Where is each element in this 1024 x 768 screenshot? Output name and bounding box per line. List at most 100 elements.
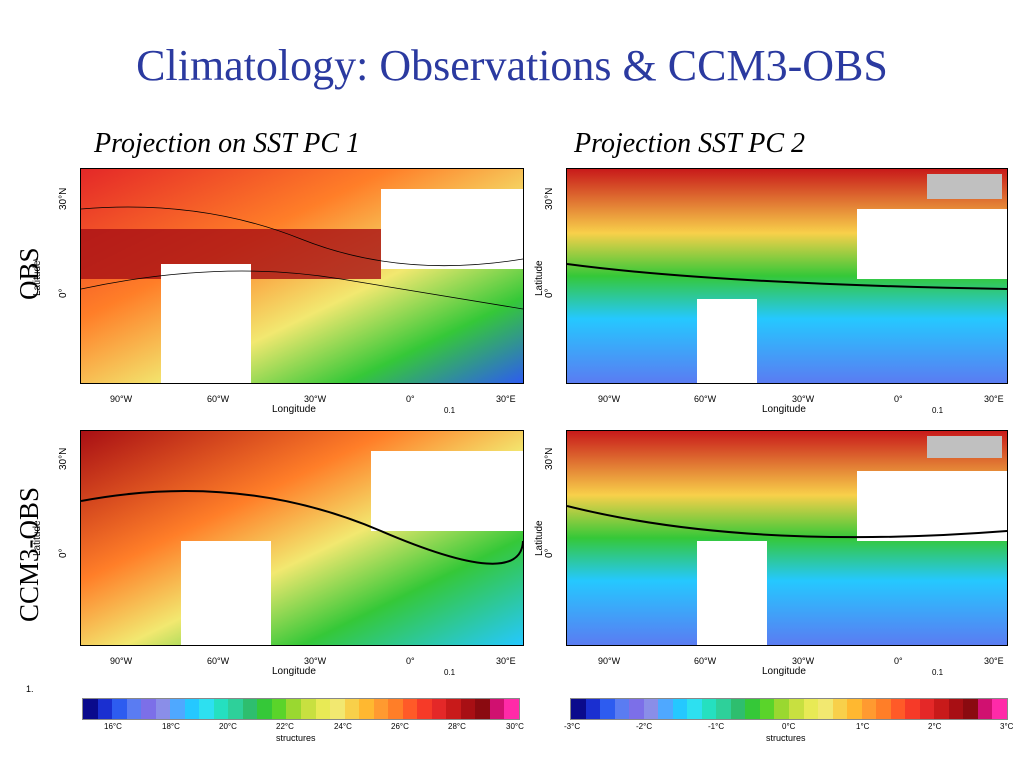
- colorbar-swatch: [919, 699, 935, 719]
- colorbar-swatch: [716, 699, 731, 719]
- ytick: 30°N: [58, 187, 69, 210]
- colorbar-swatch: [687, 699, 702, 719]
- ref-vector-label: 0.1: [932, 406, 944, 415]
- ytick: 0°: [544, 548, 555, 558]
- colorbar-swatch: [489, 699, 505, 719]
- colorbar-swatch: [446, 699, 461, 719]
- colorbar-tick: 18°C: [162, 722, 180, 731]
- xtick: 30°W: [304, 656, 327, 666]
- xtick: 30°E: [984, 656, 1004, 666]
- colorbar-swatch: [242, 699, 258, 719]
- colorbar-swatch: [803, 699, 819, 719]
- ylabel: Latitude: [32, 520, 43, 556]
- colorbar-swatch: [475, 699, 490, 719]
- xtick: 0°: [894, 656, 903, 666]
- xtick: 60°W: [207, 394, 230, 404]
- xtick: 0°: [894, 394, 903, 404]
- ytick: 0°: [544, 288, 555, 298]
- colorbar-swatch: [571, 699, 586, 719]
- xlabel: Longitude: [272, 666, 316, 677]
- ylabel: Latitude: [32, 260, 43, 296]
- colorbar-swatch: [963, 699, 978, 719]
- xtick: 60°W: [207, 656, 230, 666]
- colorbar-swatch: [271, 699, 287, 719]
- colorbar-anomaly: [570, 698, 1008, 720]
- xtick: 90°W: [598, 394, 621, 404]
- colorbar-swatch: [97, 699, 113, 719]
- xlabel: Longitude: [762, 404, 806, 415]
- xtick: 0°: [406, 394, 415, 404]
- colorbar-tick: 0°C: [782, 722, 796, 731]
- colorbar-swatch: [126, 699, 142, 719]
- ylabel: Latitude: [534, 520, 545, 556]
- colorbar-swatch: [315, 699, 331, 719]
- xtick: 60°W: [694, 656, 717, 666]
- colorbar-swatch: [643, 699, 659, 719]
- colorbar-swatch: [672, 699, 688, 719]
- colorbar-tick: -2°C: [636, 722, 653, 731]
- colorbar-swatch: [228, 699, 243, 719]
- map-obs-pc2: [566, 168, 1008, 384]
- colorbar-swatch: [199, 699, 214, 719]
- xtick: 30°E: [496, 394, 516, 404]
- map-ccm3-pc2: [566, 430, 1008, 646]
- ref-vector-label: 0.1: [444, 406, 456, 415]
- colorbar-swatch: [585, 699, 601, 719]
- xtick: 30°W: [792, 656, 815, 666]
- ref-vector-label: 0.1: [444, 668, 456, 677]
- colorbar-swatch: [141, 699, 156, 719]
- xtick: 90°W: [110, 656, 133, 666]
- ytick: 0°: [58, 548, 69, 558]
- ytick: 30°N: [544, 447, 555, 470]
- colorbar-swatch: [614, 699, 630, 719]
- colorbar-tick: 28°C: [448, 722, 466, 731]
- colorbar-tick: -1°C: [708, 722, 725, 731]
- colorbar-swatch: [112, 699, 127, 719]
- footnote: 1.: [26, 684, 34, 694]
- colorbar-swatch: [600, 699, 615, 719]
- colorbar-tick: 22°C: [276, 722, 294, 731]
- colorbar-swatch: [774, 699, 789, 719]
- xtick: 30°W: [304, 394, 327, 404]
- colorbar-swatch: [977, 699, 993, 719]
- colorbar-swatch: [701, 699, 717, 719]
- colorbar-swatch: [344, 699, 360, 719]
- colorbar-swatch: [286, 699, 301, 719]
- colorbar-tick: 16°C: [104, 722, 122, 731]
- colorbar-swatch: [745, 699, 760, 719]
- ylabel: Latitude: [534, 260, 545, 296]
- colorbar-swatch: [992, 699, 1007, 719]
- colorbar-swatch: [213, 699, 229, 719]
- colorbar-swatch: [629, 699, 644, 719]
- colorbar-swatch: [257, 699, 272, 719]
- colorbar-swatch: [890, 699, 906, 719]
- colorbar-sst: [82, 698, 520, 720]
- colorbar-swatch: [876, 699, 891, 719]
- colorbar-swatch: [905, 699, 920, 719]
- xtick: 30°E: [496, 656, 516, 666]
- xtick: 0°: [406, 656, 415, 666]
- colorbar-tick: -3°C: [564, 722, 581, 731]
- slide-title: Climatology: Observations & CCM3-OBS: [136, 41, 888, 90]
- colorbar-swatch: [658, 699, 673, 719]
- colorbar-swatch: [460, 699, 476, 719]
- colorbar-swatch: [330, 699, 345, 719]
- column-title-pc2: Projection SST PC 2: [574, 128, 805, 159]
- colorbar-tick: 26°C: [391, 722, 409, 731]
- colorbar-swatch: [504, 699, 519, 719]
- xtick: 90°W: [598, 656, 621, 666]
- xtick: 60°W: [694, 394, 717, 404]
- colorbar-title: structures: [276, 733, 316, 743]
- colorbar-swatch: [948, 699, 964, 719]
- colorbar-swatch: [300, 699, 316, 719]
- colorbar-swatch: [155, 699, 171, 719]
- colorbar-tick: 20°C: [219, 722, 237, 731]
- xtick: 30°W: [792, 394, 815, 404]
- colorbar-swatch: [170, 699, 185, 719]
- ytick: 30°N: [58, 447, 69, 470]
- colorbar-swatch: [417, 699, 432, 719]
- colorbar-swatch: [83, 699, 98, 719]
- colorbar-swatch: [847, 699, 862, 719]
- colorbar-tick: 30°C: [506, 722, 524, 731]
- map-ccm3-pc1: [80, 430, 524, 646]
